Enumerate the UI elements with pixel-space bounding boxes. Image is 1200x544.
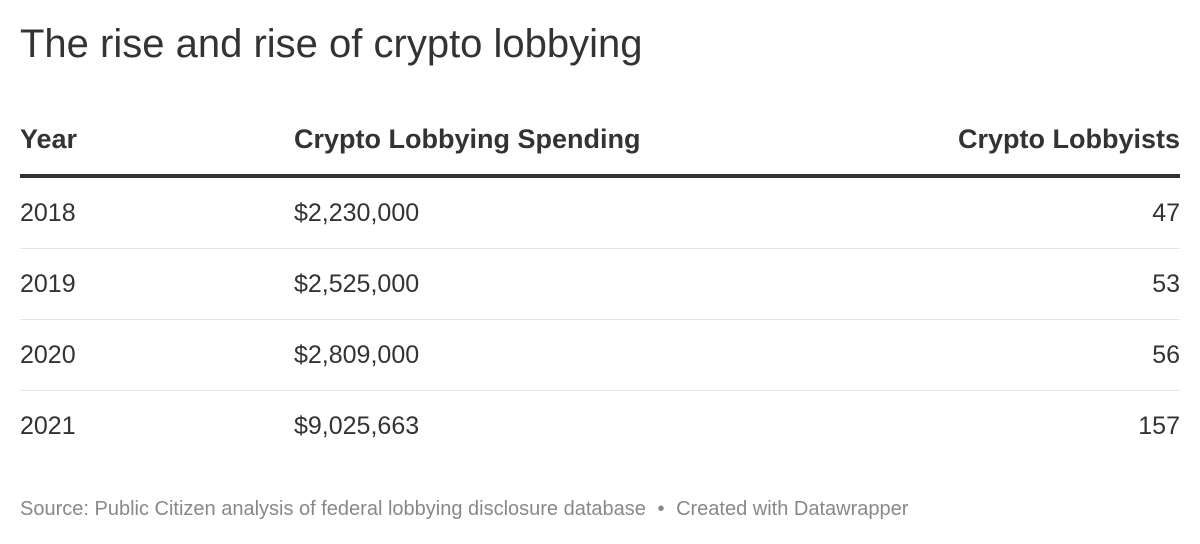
- cell-lobbyists: 157: [1138, 411, 1180, 440]
- table-row: 2020 $2,809,000 56: [20, 319, 1180, 391]
- cell-year: 2019: [20, 248, 294, 320]
- chart-title: The rise and rise of crypto lobbying: [20, 22, 643, 66]
- column-header-spending[interactable]: Crypto Lobbying Spending: [294, 104, 794, 178]
- cell-lobbyists: 56: [794, 319, 1180, 391]
- table-row: 2021 $9,025,663 157: [20, 391, 1180, 462]
- cell-spending: $2,230,000: [294, 176, 794, 249]
- cell-spending: $9,025,663: [294, 411, 420, 440]
- column-header-year[interactable]: Year: [20, 104, 294, 178]
- datawrapper-credit-link[interactable]: Created with Datawrapper: [676, 498, 909, 520]
- cell-spending: $2,809,000: [294, 319, 794, 391]
- table-row: 2018 $2,230,000 47: [20, 176, 1180, 249]
- chart-footer: Source: Public Citizen analysis of feder…: [20, 498, 908, 521]
- column-header-lobbyists[interactable]: Crypto Lobbyists: [794, 104, 1180, 178]
- source-note: Source: Public Citizen analysis of feder…: [20, 498, 646, 520]
- cell-year: 2020: [20, 319, 294, 391]
- table-row: 2019 $2,525,000 53: [20, 248, 1180, 320]
- cell-lobbyists: 53: [794, 248, 1180, 320]
- cell-spending: $2,525,000: [294, 248, 794, 320]
- table-header-row: Year Crypto Lobbying Spending Crypto Lob…: [20, 104, 1180, 178]
- cell-year: 2021: [20, 411, 76, 440]
- data-table: Year Crypto Lobbying Spending Crypto Lob…: [20, 104, 1180, 461]
- cell-lobbyists: 47: [794, 176, 1180, 249]
- footer-separator: •: [657, 498, 665, 520]
- cell-year: 2018: [20, 176, 294, 249]
